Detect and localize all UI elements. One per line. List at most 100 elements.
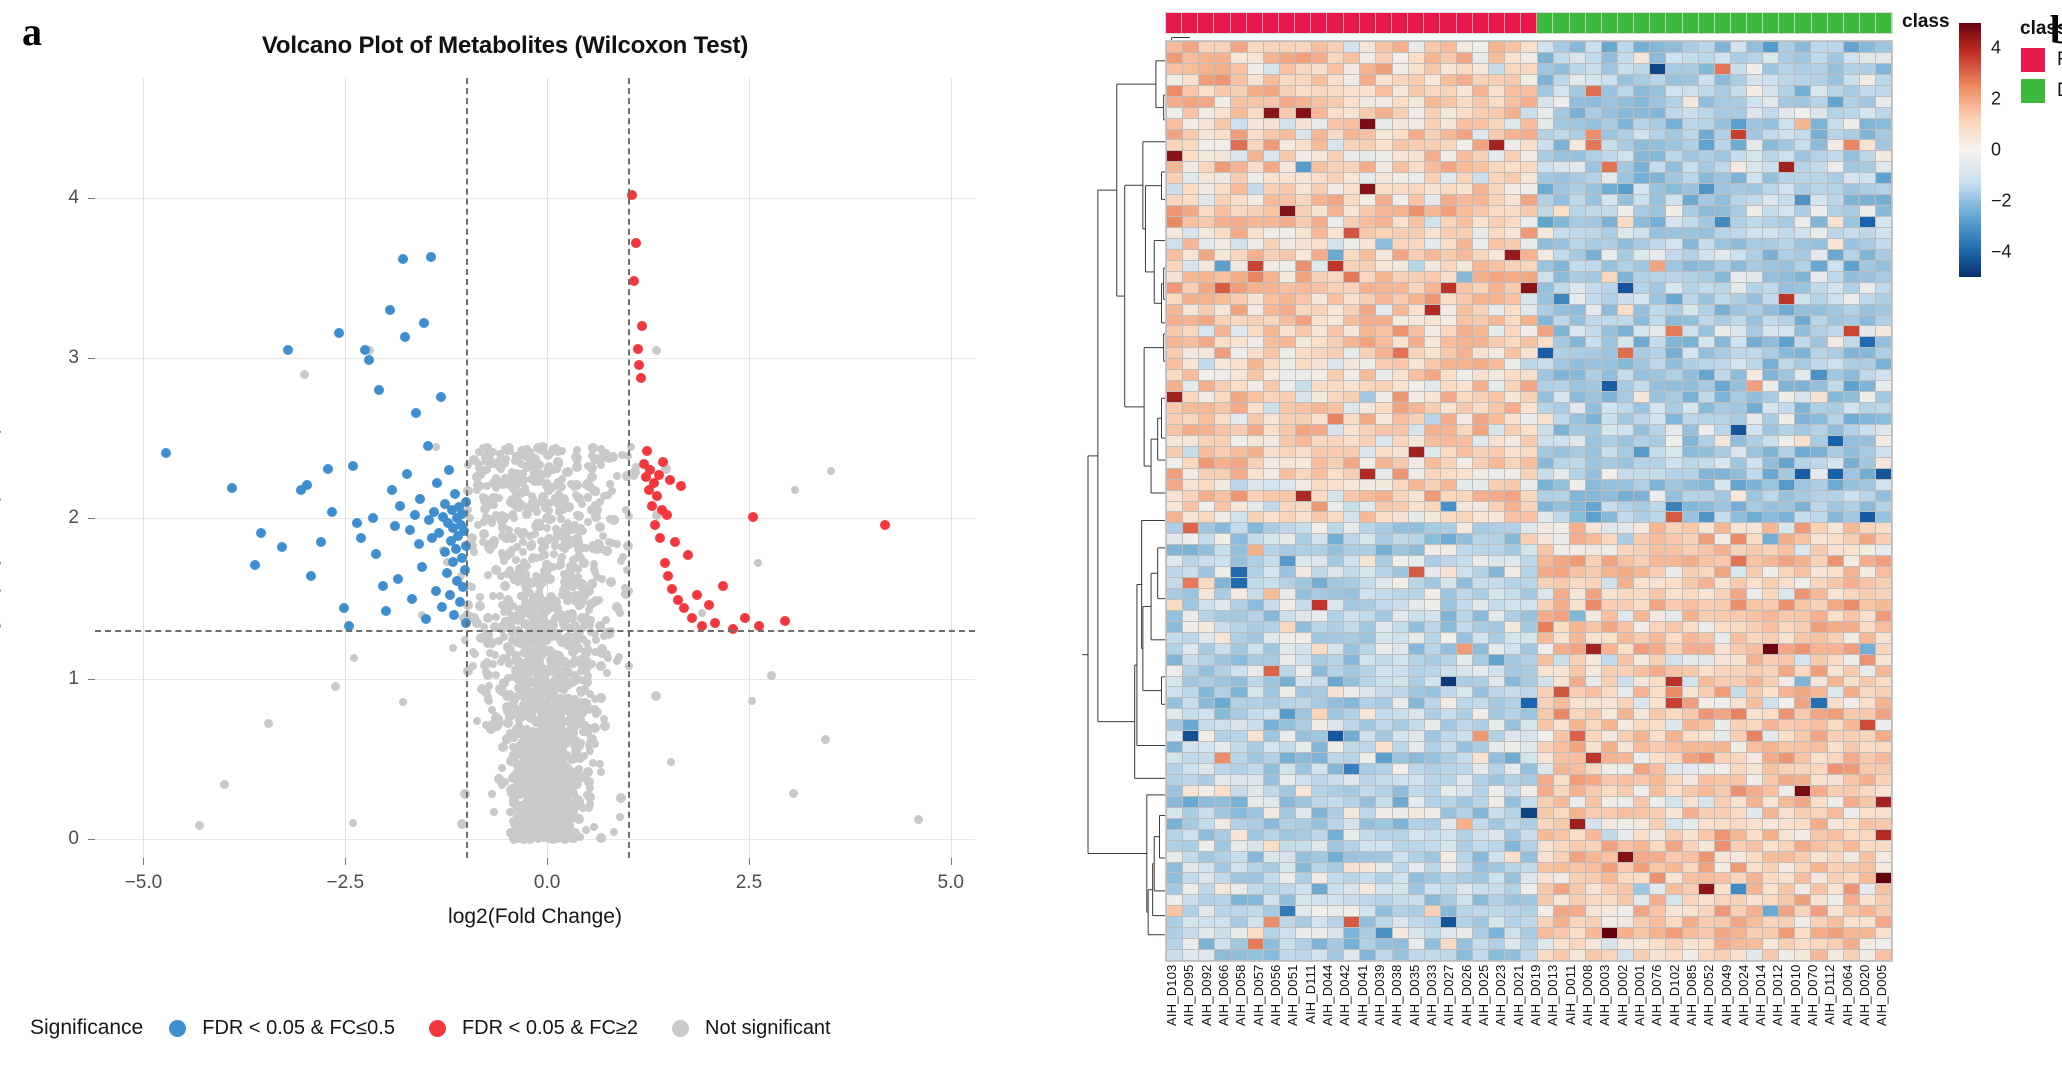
heatmap-cell <box>1714 348 1730 359</box>
legend-item-ns[interactable]: Not significant <box>672 1017 831 1040</box>
heatmap-cell <box>1489 413 1505 424</box>
heatmap-cell <box>1601 206 1618 217</box>
heatmap-cell <box>1263 326 1279 337</box>
heatmap-cell <box>1360 282 1376 293</box>
heatmap-cell <box>1328 501 1344 512</box>
heatmap-cell <box>1795 42 1811 52</box>
heatmap-cell <box>1634 523 1650 534</box>
heatmap-cell <box>1360 501 1376 512</box>
scatter-point <box>491 650 500 659</box>
heatmap-cell <box>1714 599 1730 610</box>
heatmap-cell <box>1295 96 1311 107</box>
heatmap-cell <box>1392 271 1408 282</box>
heatmap-cell <box>1167 392 1183 403</box>
heatmap-cell <box>1311 118 1328 129</box>
heatmap-cell <box>1328 206 1344 217</box>
heatmap-cell <box>1311 249 1328 260</box>
heatmap-cell <box>1634 315 1650 326</box>
heatmap-cell <box>1183 534 1199 545</box>
heatmap-cell <box>1601 676 1618 687</box>
heatmap-cell <box>1730 184 1746 195</box>
heatmap-cell <box>1875 632 1891 643</box>
heatmap-cell <box>1344 151 1360 162</box>
heatmap-cell <box>1489 698 1505 709</box>
scatter-point <box>482 630 491 639</box>
heatmap-cell <box>1795 85 1811 96</box>
scatter-point <box>549 805 558 814</box>
heatmap-cell <box>1714 709 1730 720</box>
heatmap-cell <box>1456 501 1473 512</box>
heatmap-cell <box>1263 52 1279 63</box>
heatmap-cell <box>1183 359 1199 370</box>
heatmap-cell <box>1376 424 1392 435</box>
legend-item-up[interactable]: FDR < 0.05 & FC≥2 <box>428 1017 638 1040</box>
heatmap-cell <box>1328 446 1344 457</box>
scatter-point <box>504 525 513 534</box>
heatmap-cell <box>1682 621 1698 632</box>
heatmap-cell <box>1167 742 1183 753</box>
scatter-point <box>576 688 585 697</box>
heatmap-cell <box>1666 709 1682 720</box>
heatmap-cell <box>1473 468 1489 479</box>
legend-item-down[interactable]: FDR < 0.05 & FC≤0.5 <box>169 1017 395 1040</box>
heatmap-cell <box>1424 282 1440 293</box>
heatmap-cell <box>1408 96 1424 107</box>
scatter-point <box>571 620 580 629</box>
scatter-point <box>578 558 589 569</box>
heatmap-cell <box>1634 468 1650 479</box>
heatmap-cell <box>1634 643 1650 654</box>
heatmap-cell <box>1746 96 1763 107</box>
heatmap-cell <box>1231 359 1247 370</box>
heatmap-cell <box>1295 720 1311 731</box>
scatter-point <box>356 532 367 543</box>
heatmap-cell <box>1843 698 1859 709</box>
heatmap-cell <box>1553 720 1569 731</box>
scatter-point <box>595 692 606 703</box>
scatter-point <box>509 734 518 743</box>
heatmap-cell <box>1585 589 1601 599</box>
heatmap-cell <box>1183 654 1199 665</box>
scatter-point <box>422 441 433 452</box>
heatmap-cell <box>1456 370 1473 381</box>
heatmap-cell <box>1811 523 1827 534</box>
scatter-point <box>564 577 575 588</box>
heatmap-cell <box>1489 742 1505 753</box>
heatmap-cell <box>1183 85 1199 96</box>
heatmap-cell <box>1328 359 1344 370</box>
heatmap-cell <box>1279 381 1295 392</box>
heatmap-cell <box>1263 42 1279 52</box>
heatmap-cell <box>1698 742 1714 753</box>
legend-title: Significance <box>30 1016 144 1039</box>
heatmap-cell <box>1279 63 1295 74</box>
heatmap-cell <box>1811 709 1827 720</box>
heatmap-cell <box>1811 227 1827 238</box>
heatmap-cell <box>1875 348 1891 359</box>
scatter-point <box>567 722 578 733</box>
heatmap-cell <box>1875 698 1891 709</box>
heatmap-cell <box>1392 523 1408 534</box>
heatmap-cell <box>1666 271 1682 282</box>
class-cell-rc <box>1504 13 1522 33</box>
heatmap-cell <box>1601 63 1618 74</box>
heatmap-cell <box>1408 457 1424 468</box>
scatter-point <box>542 636 551 645</box>
heatmap-cell <box>1779 621 1795 632</box>
heatmap-cell <box>1360 381 1376 392</box>
heatmap-cell <box>1263 545 1279 556</box>
heatmap-cell <box>1263 173 1279 184</box>
heatmap-cell <box>1553 52 1569 63</box>
heatmap-cell <box>1746 446 1763 457</box>
scatter-point <box>483 571 492 580</box>
heatmap-cell <box>1279 578 1295 589</box>
scatter-point <box>523 589 532 598</box>
heatmap-cell <box>1505 720 1521 731</box>
heatmap-cell <box>1666 293 1682 304</box>
heatmap-cell <box>1440 42 1456 52</box>
heatmap-cell <box>1247 632 1263 643</box>
heatmap-cell <box>1521 227 1537 238</box>
heatmap-cell <box>1263 490 1279 501</box>
heatmap-cell <box>1231 85 1247 96</box>
heatmap-cell <box>1763 162 1779 173</box>
heatmap-cell <box>1521 173 1537 184</box>
heatmap-cell <box>1843 676 1859 687</box>
